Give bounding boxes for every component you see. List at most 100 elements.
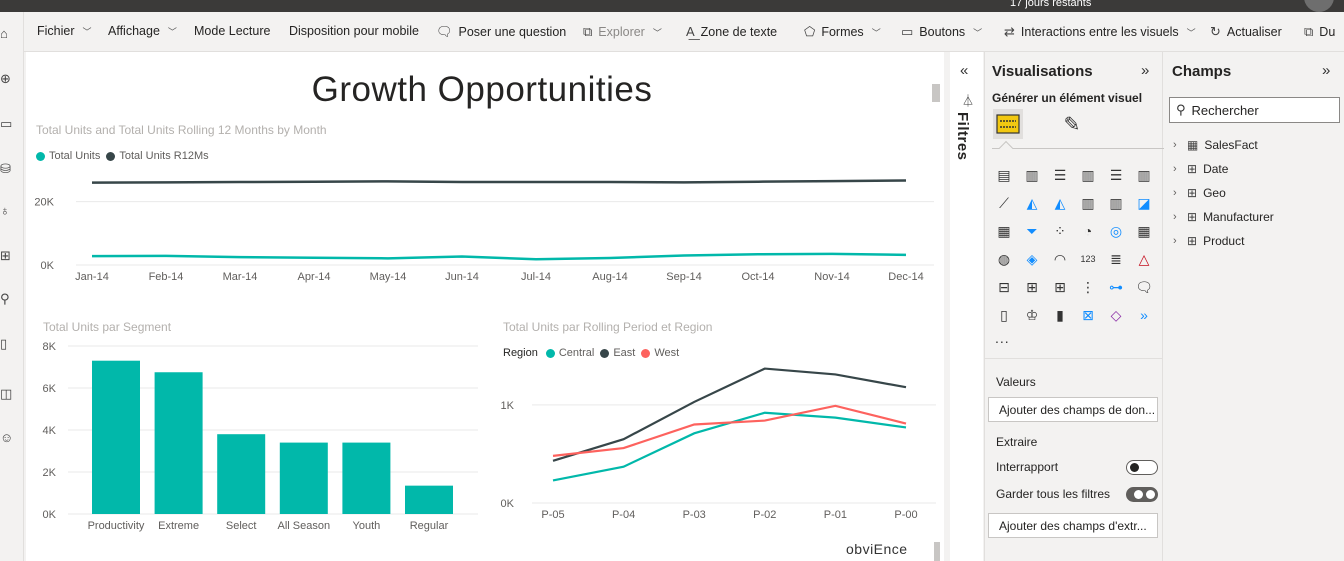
visual-interactions-menu[interactable]: ⇄ Interactions entre les visuels ﹀ <box>1004 24 1196 39</box>
donut-chart-icon[interactable]: ◎ <box>1109 223 1123 239</box>
expand-right-icon[interactable]: » <box>1322 62 1331 79</box>
reading-mode-button[interactable]: Mode Lecture <box>194 24 271 38</box>
build-visual-tab[interactable] <box>993 109 1023 139</box>
explore-menu[interactable]: ⧉ Explorer ﹀ <box>583 24 662 39</box>
text-box-button[interactable]: A͟ Zone de texte <box>686 24 778 39</box>
goals-icon[interactable]: ♁ <box>0 203 10 218</box>
canvas-scrollbar-bottom[interactable] <box>934 542 940 561</box>
workspace-icon[interactable]: ◫ <box>0 386 13 401</box>
field-table-geo[interactable]: › ⊞ Geo <box>1173 186 1226 200</box>
apps-icon[interactable]: ⊞ <box>0 248 11 263</box>
bar <box>342 442 391 514</box>
file-menu[interactable]: Fichier ﹀ <box>37 24 92 38</box>
legend-central: Central <box>558 347 595 359</box>
chart3-legend[interactable]: Region Central East West <box>503 347 679 359</box>
r-script-visual-icon[interactable]: ⋮ <box>1081 279 1095 295</box>
refresh-button[interactable]: ↻ Actualiser <box>1210 24 1282 39</box>
chart3-title: Total Units par Rolling Period et Region <box>503 320 713 334</box>
chart1-legend[interactable]: Total Units Total Units R12Ms <box>36 150 209 162</box>
create-icon[interactable]: ⊕ <box>0 71 11 86</box>
decomposition-tree-icon[interactable]: ⊶ <box>1109 279 1123 295</box>
filters-pane-collapsed[interactable]: « ⏃ Filtres <box>950 52 983 561</box>
cross-report-toggle[interactable] <box>1126 460 1158 475</box>
treemap-icon[interactable]: ▦ <box>1137 223 1151 239</box>
x-tick-label: P-04 <box>612 509 635 521</box>
funnel-icon[interactable]: ⏷ <box>1026 223 1038 239</box>
buttons-menu[interactable]: ▭ Boutons ﹀ <box>901 24 983 39</box>
collapse-left-icon[interactable]: « <box>960 62 969 79</box>
drillthrough-drop-well[interactable]: Ajouter des champs d'extr... <box>988 513 1158 538</box>
qa-visual-icon[interactable]: 🗨 <box>1135 279 1153 295</box>
field-table-product[interactable]: › ⊞ Product <box>1173 234 1245 248</box>
pie-chart-icon[interactable]: ◔ <box>1083 223 1093 239</box>
chevron-down-icon: ﹀ <box>973 27 983 38</box>
key-influencers-icon[interactable]: ⊠ <box>1082 307 1094 323</box>
workspaces-icon[interactable]: ▯ <box>0 336 8 351</box>
paginated-report-icon[interactable]: ▮ <box>1056 307 1064 323</box>
scatter-chart-icon[interactable]: ⁘ <box>1054 223 1066 239</box>
stacked-area-chart-icon[interactable]: ◭ <box>1054 195 1066 211</box>
stacked-column-chart-icon[interactable]: ▥ <box>1025 167 1039 183</box>
stacked-bar-chart-icon[interactable]: ▤ <box>997 167 1011 183</box>
learn-icon[interactable]: ⚲ <box>0 291 10 306</box>
multi-row-card-icon[interactable]: ≣ <box>1110 251 1122 267</box>
clustered-bar-chart-icon[interactable]: ☰ <box>1053 167 1067 183</box>
more-visuals-button[interactable]: ... <box>995 330 1010 346</box>
kpi-icon[interactable]: △ <box>1138 251 1150 267</box>
mobile-layout-button[interactable]: Disposition pour mobile <box>289 24 419 38</box>
expand-right-icon[interactable]: » <box>1141 62 1150 79</box>
field-table-salesfact[interactable]: › ▦ SalesFact <box>1173 138 1258 152</box>
filters-label[interactable]: Filtres <box>954 112 971 161</box>
view-menu[interactable]: Affichage ﹀ <box>108 24 177 38</box>
toggle-knob <box>1146 490 1155 499</box>
line-chart-region[interactable]: 0K 1K P-05 P-04 P-03 P-02 P-01 P-00 <box>486 336 944 536</box>
y-tick-label: 6K <box>43 383 57 395</box>
format-visual-tab[interactable]: ✎ <box>1057 109 1087 139</box>
line-chart-icon[interactable]: ⟋ <box>999 195 1009 211</box>
power-apps-icon[interactable]: ◇ <box>1110 307 1122 323</box>
goals-visual-icon[interactable]: ♔ <box>1025 307 1039 323</box>
canvas-scrollbar-thumb[interactable] <box>932 84 940 102</box>
values-drop-well[interactable]: Ajouter des champs de don... <box>988 397 1158 422</box>
line-and-clustered-column-icon[interactable]: ▥ <box>1109 195 1123 211</box>
area-chart-icon[interactable]: ◭ <box>1026 195 1038 211</box>
ask-question-button[interactable]: 🗨 Poser une question <box>436 24 567 39</box>
keep-filters-toggle[interactable] <box>1126 487 1158 502</box>
100-stacked-bar-chart-icon[interactable]: ☰ <box>1109 167 1123 183</box>
card-icon[interactable]: 123 <box>1080 253 1096 264</box>
legend-total-units-r12: Total Units R12Ms <box>119 150 209 162</box>
chart1-title: Total Units and Total Units Rolling 12 M… <box>36 123 327 137</box>
avatar[interactable] <box>1304 0 1334 12</box>
field-table-manufacturer[interactable]: › ⊞ Manufacturer <box>1173 210 1274 224</box>
gauge-icon[interactable]: ◠ <box>1053 251 1067 267</box>
section-separator <box>985 358 1163 359</box>
smart-narrative-icon[interactable]: ▯ <box>1000 307 1008 323</box>
filled-map-icon[interactable]: ◈ <box>1026 251 1038 267</box>
y-tick-label: 1K <box>501 400 515 412</box>
slicer-icon[interactable]: ⊟ <box>998 279 1010 295</box>
bar-chart-segment[interactable]: 0K 2K 4K 6K 8K Productivity Extreme Select All S… <box>26 336 486 536</box>
toggle-knob <box>1130 463 1139 472</box>
table-icon[interactable]: ⊞ <box>1026 279 1038 295</box>
matrix-icon[interactable]: ⊞ <box>1054 279 1066 295</box>
100-stacked-column-chart-icon[interactable]: ▥ <box>1137 167 1151 183</box>
clustered-column-chart-icon[interactable]: ▥ <box>1081 167 1095 183</box>
line-chart-total-units[interactable]: 0K 20K Jan-14 Feb-14 Mar-14 Apr-14 May-14 Jun-1… <box>26 162 944 292</box>
duplicate-button[interactable]: ⧉ Du <box>1304 24 1336 39</box>
fields-search[interactable]: ⚲ <box>1169 97 1340 123</box>
account-icon[interactable]: ☺ <box>0 430 14 445</box>
shapes-menu[interactable]: ⬠ Formes ﹀ <box>804 24 881 39</box>
search-input[interactable] <box>1191 102 1332 118</box>
power-automate-icon[interactable]: » <box>1140 307 1148 323</box>
map-icon[interactable]: ◍ <box>997 251 1011 267</box>
data-hub-icon[interactable]: ⛁ <box>0 161 11 176</box>
interactions-icon: ⇄ <box>1004 24 1015 39</box>
home-icon[interactable]: ⌂ <box>0 26 8 41</box>
browse-icon[interactable]: ▭ <box>0 116 13 131</box>
x-tick-label: P-02 <box>753 509 776 521</box>
tab-indicator <box>998 140 1014 156</box>
field-table-date[interactable]: › ⊞ Date <box>1173 162 1229 176</box>
ribbon-chart-icon[interactable]: ◪ <box>1137 195 1151 211</box>
waterfall-chart-icon[interactable]: ▦ <box>997 223 1011 239</box>
line-and-stacked-column-icon[interactable]: ▥ <box>1081 195 1095 211</box>
